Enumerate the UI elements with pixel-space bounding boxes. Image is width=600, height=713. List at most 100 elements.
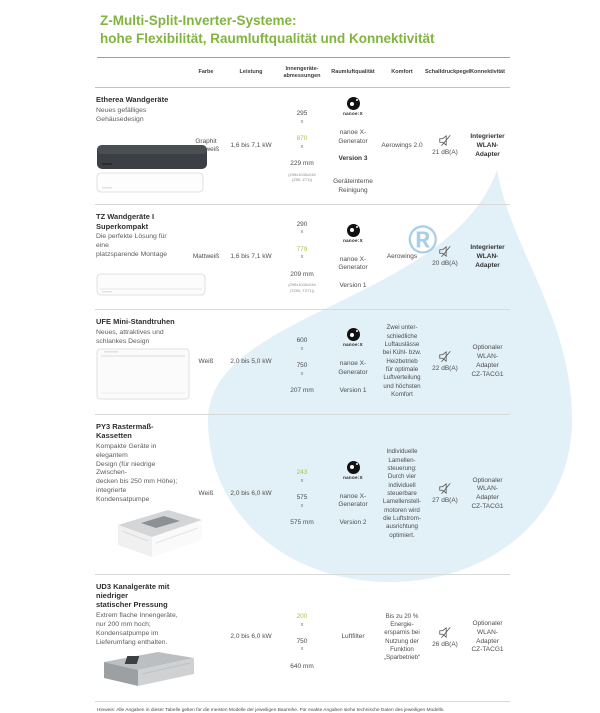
catalog-page: Z-Multi-Split-Inverter-Systeme: hohe Fle… (95, 0, 510, 713)
ducted-unit-image (96, 648, 194, 695)
dim-depth: 229 mm (290, 159, 314, 167)
cell-abmessungen: 243 x 575 x 575 mm (277, 460, 327, 527)
speaker-mute-icon (439, 626, 451, 638)
floor-console-image (96, 347, 190, 408)
air-quality-text: Luftfilter (341, 633, 365, 641)
product-description: Die perfekte Lösung für eine platzsparen… (96, 233, 168, 259)
table-row: PY3 Rastermaß-Kassetten Kompakte Geräte … (95, 415, 510, 575)
cell-komfort: Individuelle Lamellen- steuerung: Durch … (382, 448, 422, 539)
air-quality-text: nanoe X- Generator (338, 360, 368, 377)
nanoe-x-logo-icon: nanoe:X (327, 223, 379, 244)
sound-level: 21 dB(A) (432, 149, 458, 157)
dim-depth: 209 mm (290, 270, 314, 278)
sound-level: 20 dB(A) (432, 260, 458, 268)
air-quality-version: Version 1 (339, 386, 367, 394)
cell-raumluftqualitaet: nanoe:X nanoe X- Generator Version 1 (327, 320, 379, 404)
cell-leistung: 2,0 bis 6,0 kW (230, 633, 272, 641)
cell-konnektivitaet: Optionaler WLAN- Adapter CZ-TACG1 (471, 476, 504, 510)
dim-separator: x (300, 345, 304, 352)
dim-separator: x (300, 118, 304, 125)
dim-width-highlight: 779 (296, 245, 308, 253)
dim-width-highlight: 870 (296, 134, 308, 142)
product-description: Neues gefälliges Gehäusedesign (96, 107, 147, 124)
dim-depth: 575 mm (290, 519, 314, 527)
product-cell-ufe: UFE Mini-Standtruhen Neues, attraktives … (95, 310, 190, 414)
table-header-schalldruckpegel: Schalldruckpegel (425, 69, 471, 76)
table-row: UD3 Kanalgeräte mit niedriger statischer… (95, 575, 510, 702)
cell-farbe: Mattweiß (192, 252, 220, 260)
nanoe-x-logo-icon: nanoe:X (327, 97, 379, 117)
dim-height: 290 (296, 220, 308, 228)
product-title: TZ Wandgeräte I Superkompakt (96, 212, 155, 231)
cell-komfort: Zwei unter- schiedliche Luftauslässe bei… (382, 324, 422, 399)
wall-unit-white-image (96, 272, 206, 303)
product-description: Extrem flache Innengeräte, nur 200 mm ho… (96, 612, 178, 646)
cell-raumluftqualitaet: nanoe:X nanoe X- Generator Version 1 (327, 215, 379, 299)
air-quality-text: nanoe X- Generator (338, 129, 368, 145)
wall-unit-graphite-and-white-image (96, 143, 207, 198)
speaker-mute-icon (439, 246, 451, 258)
product-cell-ud3: UD3 Kanalgeräte mit niedriger statischer… (95, 575, 194, 701)
sound-level: 22 dB(A) (432, 365, 458, 373)
page-title: Z-Multi-Split-Inverter-Systeme: hohe Fle… (100, 13, 435, 47)
cell-komfort: Aerowings (386, 252, 418, 260)
dim-width: 575 (296, 494, 308, 502)
dim-height-highlight: 200 (296, 612, 308, 620)
dim-depth: 207 mm (290, 386, 314, 394)
table-header-row: Farbe Leistung Innengeräte- abmessungen … (95, 58, 510, 89)
dim-separator: x (300, 502, 304, 509)
cell-leistung: 2,0 bis 6,0 kW (230, 489, 272, 497)
speaker-mute-icon (439, 350, 451, 363)
product-cell-py3: PY3 Rastermaß-Kassetten Kompakte Geräte … (95, 415, 202, 574)
cell-abmessungen: 295 x 870 x 229 mm (295x1040x244 (Z50, Z… (277, 101, 327, 191)
dim-height: 600 (296, 336, 308, 344)
nanoe-x-logo-icon: nanoe:X (327, 460, 379, 481)
dim-separator: x (300, 646, 304, 653)
dim-separator: x (300, 143, 304, 150)
ceiling-cassette-image (96, 505, 202, 568)
dim-separator: x (300, 370, 304, 377)
air-quality-version: Version 3 (338, 155, 368, 163)
cell-abmessungen: 290 x 779 x 209 mm (295x1040x244 (TZ50, … (277, 212, 327, 302)
cell-schalldruckpegel: 22 dB(A) (425, 350, 465, 374)
cell-komfort: Aerowings 2.0 (381, 141, 423, 149)
title-divider (97, 57, 510, 59)
product-title: UD3 Kanalgeräte mit niedriger statischer… (96, 581, 170, 610)
cell-leistung: 1,6 bis 7,1 kW (230, 252, 272, 260)
product-description: Kompakte Geräte in elegantem Design (für… (96, 442, 178, 503)
table-row: UFE Mini-Standtruhen Neues, attraktives … (95, 310, 510, 415)
sound-level: 27 dB(A) (432, 497, 458, 505)
cell-abmessungen: 600 x 750 x 207 mm (277, 328, 327, 395)
product-title: PY3 Rastermaß-Kassetten (96, 421, 154, 441)
dim-separator: x (300, 229, 304, 236)
product-title: UFE Mini-Standtruhen (96, 317, 175, 327)
cell-abmessungen: 200 x 750 x 640 mm (277, 604, 327, 671)
dim-height: 295 (296, 109, 308, 117)
speaker-mute-icon (439, 483, 451, 495)
cell-leistung: 1,6 bis 7,1 kW (230, 141, 272, 149)
product-description: Neues, attraktives und schlankes Design (96, 329, 164, 345)
table-header-konnektivitaet: Konnektivität (470, 69, 505, 76)
dim-separator: x (300, 478, 304, 485)
cell-farbe: Weiß (198, 357, 214, 365)
cell-konnektivitaet: Integrierter WLAN- Adapter (470, 244, 505, 269)
dim-height-highlight: 243 (296, 469, 308, 477)
cell-konnektivitaet: Optionaler WLAN- Adapter CZ-TACG1 (471, 344, 504, 378)
cell-schalldruckpegel: 21 dB(A) (425, 134, 465, 158)
cell-schalldruckpegel: 27 dB(A) (425, 482, 465, 506)
cell-farbe: Weiß (198, 489, 214, 497)
dim-depth: 640 mm (290, 662, 314, 670)
table-row: Etherea Wandgeräte Neues gefälliges Gehä… (95, 88, 510, 206)
cell-konnektivitaet: Integrierter WLAN- Adapter (470, 133, 505, 158)
footnote: Hinweis: Alle Angaben in dieser Tabelle … (97, 707, 445, 713)
nanoe-x-logo-icon: nanoe:X (327, 328, 379, 348)
cell-leistung: 2,0 bis 5,0 kW (230, 357, 272, 365)
dim-separator: x (300, 254, 304, 261)
cell-konnektivitaet: Optionaler WLAN- Adapter CZ-TACG1 (471, 620, 504, 654)
product-cell-tz: TZ Wandgeräte I Superkompakt Die perfekt… (95, 205, 206, 309)
cell-raumluftqualitaet: nanoe:X nanoe X- Generator Version 2 (327, 452, 379, 536)
dim-note: (295x1040x244 (TZ50, TZ71)) (288, 282, 316, 293)
table-header-abmessungen: Innengeräte- abmessungen (283, 65, 321, 79)
table-row: TZ Wandgeräte I Superkompakt Die perfekt… (95, 205, 510, 311)
air-quality-text: nanoe X- Generator (338, 492, 368, 509)
